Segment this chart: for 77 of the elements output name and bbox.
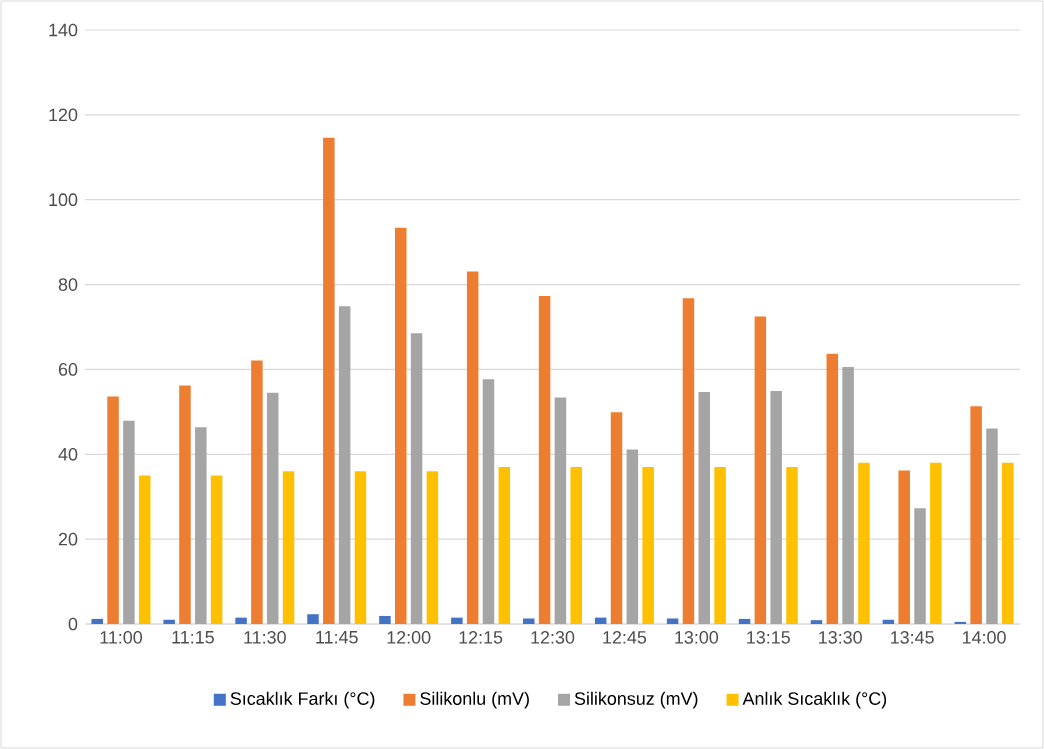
y-tick-label: 140 xyxy=(49,23,78,37)
bar xyxy=(786,467,798,624)
bar xyxy=(482,379,495,624)
y-tick-label: 60 xyxy=(58,363,78,376)
bar xyxy=(179,385,191,624)
bar xyxy=(754,316,767,624)
bar xyxy=(826,353,839,624)
y-tick-label: 80 xyxy=(58,278,78,291)
y-tick-label: 100 xyxy=(49,193,78,207)
bar xyxy=(882,619,895,624)
bar xyxy=(138,475,151,624)
y-tick-label: 0 xyxy=(68,617,78,631)
bar xyxy=(698,391,711,624)
bar xyxy=(682,298,695,624)
x-tick-label: 13:45 xyxy=(891,631,934,644)
bar xyxy=(323,137,335,624)
x-tick-label: 13:15 xyxy=(747,631,790,644)
x-tick-label: 11:00 xyxy=(100,631,143,644)
legend-label: Anlık Sıcaklık (°C) xyxy=(742,691,887,709)
bar xyxy=(282,471,295,624)
bar xyxy=(538,296,551,624)
bar xyxy=(210,475,223,624)
bar xyxy=(738,618,751,624)
bar xyxy=(842,366,854,624)
bar xyxy=(338,306,351,624)
bar xyxy=(426,471,439,624)
bar xyxy=(554,397,567,624)
bar xyxy=(107,396,119,624)
legend-label: Silikonsuz (mV) xyxy=(574,691,698,709)
x-tick-label: 11:30 xyxy=(244,631,286,644)
bar xyxy=(810,620,823,624)
bar xyxy=(914,508,926,624)
bar xyxy=(451,617,463,624)
legend-label: Silikonlu (mV) xyxy=(420,691,529,709)
y-tick-label: 120 xyxy=(49,108,78,122)
bar xyxy=(266,392,279,624)
bar xyxy=(498,467,511,624)
bar xyxy=(523,618,535,624)
bar xyxy=(379,615,391,624)
bar xyxy=(570,467,582,624)
bar xyxy=(410,333,423,624)
x-tick-label: 12:15 xyxy=(459,631,503,644)
x-tick-label: 11:45 xyxy=(316,631,358,644)
bar xyxy=(642,467,654,624)
bar xyxy=(626,449,639,624)
bar xyxy=(594,617,607,624)
x-tick-label: 13:30 xyxy=(819,631,862,644)
bar xyxy=(251,360,263,624)
legend-label: Sıcaklık Farkı (°C) xyxy=(230,691,375,709)
bar xyxy=(858,462,870,624)
bar xyxy=(954,621,967,624)
bar xyxy=(394,227,407,624)
bar xyxy=(986,428,998,624)
x-tick-label: 12:00 xyxy=(387,631,431,644)
x-tick-label: 11:15 xyxy=(172,631,214,644)
bar xyxy=(163,619,175,624)
bar xyxy=(970,406,982,624)
x-tick-label: 12:45 xyxy=(603,631,647,644)
x-tick-label: 12:30 xyxy=(531,631,575,644)
bar xyxy=(466,271,479,624)
bar xyxy=(610,412,623,624)
y-tick-label: 40 xyxy=(58,447,78,461)
bar xyxy=(354,471,367,624)
y-tick-label: 20 xyxy=(58,532,78,546)
bar xyxy=(666,618,679,624)
bar xyxy=(195,427,207,624)
bar xyxy=(91,618,103,624)
bar xyxy=(714,467,726,624)
bar xyxy=(123,420,135,624)
x-tick-label: 14:00 xyxy=(962,631,1006,644)
bar xyxy=(898,470,910,624)
bar xyxy=(307,614,319,624)
bar xyxy=(770,391,782,624)
bar xyxy=(235,617,247,624)
x-tick-label: 13:00 xyxy=(675,631,719,644)
bar xyxy=(1002,462,1014,624)
bar xyxy=(930,462,942,624)
